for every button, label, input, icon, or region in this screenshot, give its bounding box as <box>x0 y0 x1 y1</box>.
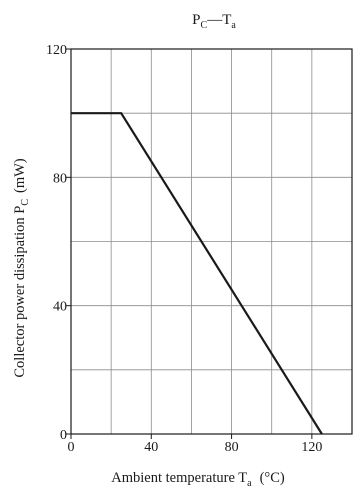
x-axis-label: Ambient temperature Ta (°C) <box>111 470 285 489</box>
chart-title: PC—Ta <box>192 12 236 31</box>
y-tick-label-120: 120 <box>46 43 67 58</box>
y-axis-label: Collector power dissipation PC(mW) <box>12 158 31 377</box>
grid-lines <box>71 49 352 434</box>
y-tick-label-80: 80 <box>53 171 67 186</box>
y-tick-label-0: 0 <box>60 428 67 443</box>
x-tick-label-0: 0 <box>68 440 75 455</box>
y-tick-label-40: 40 <box>53 300 67 315</box>
x-tick-label-80: 80 <box>225 440 239 455</box>
axis-ticks: 0 40 80 120 0 40 80 120 <box>46 43 322 455</box>
series-group <box>71 112 323 435</box>
x-tick-label-120: 120 <box>301 440 322 455</box>
plot-frame <box>70 48 353 435</box>
series-line-0 <box>71 112 323 435</box>
x-tick-label-40: 40 <box>144 440 158 455</box>
